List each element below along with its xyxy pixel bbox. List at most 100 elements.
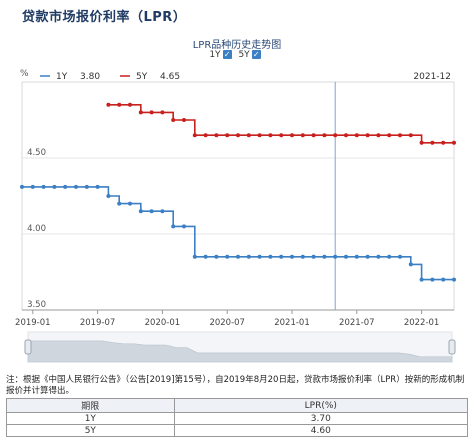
data-point-5y [408,133,413,138]
data-point-5y [376,133,381,138]
toggle-5y-label: 5Y [238,50,250,60]
data-point-1y [279,254,284,259]
data-point-5y [182,118,186,122]
table-header-term: 期限 [6,398,175,413]
toggle-5y-checkbox[interactable]: ✓ [251,50,261,59]
data-point-1y [365,254,370,259]
lpr-line-chart: % 1Y 3.80 5Y 4.65 2021-12 3.50 4.00 4.50 2… [15,69,456,363]
data-point-5y [419,140,424,145]
y-axis-unit-label: % [20,69,29,79]
data-point-5y [279,133,284,138]
data-point-1y [225,254,230,259]
data-point-1y [408,262,413,267]
data-point-1y [203,254,208,259]
data-point-1y [300,254,305,259]
data-point-1y [333,254,338,259]
data-point-5y [171,118,176,122]
data-point-5y [398,133,402,138]
chart-title: LPR品种历史走势图 [192,40,282,51]
data-point-1y [430,277,435,282]
x-axis: 2019-01 2019-07 2020-01 2020-07 2021-01 2021-… [15,309,454,328]
series-layer [20,102,456,282]
data-point-5y [387,133,392,138]
y-tick-label: 4.00 [27,224,46,234]
series-toggles: 1Y ✓ 5Y ✓ [0,50,474,60]
data-point-1y [268,254,273,259]
data-point-5y [160,110,165,115]
data-point-5y [214,133,219,138]
data-point-5y [128,102,132,107]
data-point-5y [441,140,446,145]
toggle-1y-checkbox[interactable]: ✓ [222,50,232,59]
data-point-5y [138,110,143,115]
data-point-5y [192,133,197,138]
data-point-5y [106,102,111,107]
table-header-lpr: LPR(%) [173,398,469,413]
x-tick-label: 2019-07 [80,318,116,328]
data-point-1y [387,254,392,259]
legend-5y-name: 5Y [136,72,148,82]
table-cell-rate: 3.70 [173,412,469,425]
x-tick-label: 2020-01 [145,318,181,328]
x-tick-label: 2019-01 [15,318,51,328]
data-point-1y [311,254,316,259]
x-tick-label: 2020-07 [209,318,245,328]
zoom-slider[interactable] [24,331,456,363]
data-point-1y [52,184,57,189]
data-point-5y [452,140,456,145]
y-tick-label: 3.50 [27,300,46,310]
data-point-5y [430,140,435,145]
data-point-1y [20,184,24,189]
page-title: 贷款市场报价利率（LPR） [22,10,187,25]
data-point-1y [192,254,197,259]
data-point-1y [398,254,402,259]
zoom-right-handle[interactable] [448,339,456,355]
data-point-1y [95,184,100,189]
data-point-1y [257,254,262,259]
data-point-1y [322,254,327,259]
table-header-row: 期限 LPR(%) [6,398,469,413]
data-point-5y [322,133,327,138]
x-tick-label: 2021-01 [274,318,310,328]
data-point-5y [354,133,359,138]
data-point-1y [214,254,219,259]
data-point-1y [41,184,46,189]
data-point-1y [63,184,68,189]
series-line-1y [22,186,454,281]
data-point-5y [246,133,251,138]
table-cell-rate: 4.60 [173,424,469,437]
legend: 1Y 3.80 5Y 4.65 [40,72,180,82]
data-point-1y [138,209,143,214]
y-tick-label: 4.50 [27,148,46,158]
table-row: 5Y 4.60 [6,424,469,437]
data-point-1y [290,254,294,259]
lpr-table: 期限 LPR(%) 1Y 3.70 5Y 4.60 [6,398,469,437]
data-point-1y [441,277,446,282]
data-point-5y [333,133,338,138]
plot-area [21,81,455,311]
y-axis: 3.50 4.00 4.50 [27,148,46,310]
data-point-1y [344,254,348,259]
data-point-1y [106,194,111,198]
table-cell-term: 5Y [6,424,175,437]
data-point-5y [117,102,122,107]
legend-5y-value: 4.65 [160,72,180,82]
data-point-1y [160,209,165,214]
data-point-1y [354,254,359,259]
data-point-1y [182,224,186,229]
data-point-5y [365,133,370,138]
zoom-preview-area [27,340,453,363]
data-point-1y [84,184,89,189]
data-point-1y [171,224,176,229]
legend-1y-value: 3.80 [80,72,100,82]
data-point-1y [419,277,424,282]
table-row: 1Y 3.70 [6,412,469,425]
data-point-5y [203,133,208,138]
table-cell-term: 1Y [6,412,175,425]
data-point-5y [236,133,240,138]
data-point-1y [117,201,122,206]
data-point-5y [225,133,230,138]
data-point-1y [376,254,381,259]
data-point-5y [311,133,316,138]
zoom-left-handle[interactable] [24,339,32,355]
